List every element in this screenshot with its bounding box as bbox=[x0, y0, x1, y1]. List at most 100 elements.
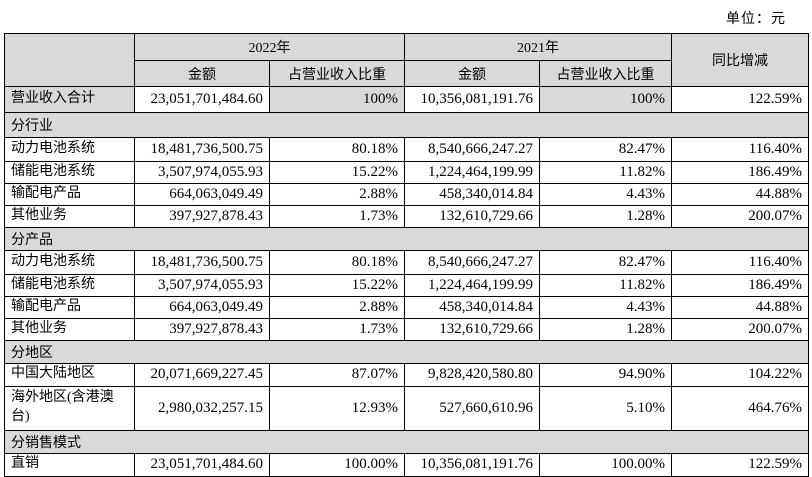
yoy-change-cell: 200.07% bbox=[671, 317, 809, 341]
header-amount-2021: 金额 bbox=[404, 60, 540, 87]
amount-2022-cell: 23,051,701,484.60 bbox=[134, 86, 270, 113]
yoy-change-cell: 44.88% bbox=[671, 183, 809, 206]
section-label: 分销售模式 bbox=[4, 429, 809, 454]
row-label-cell: 其他业务 bbox=[4, 205, 135, 228]
row-label-cell: 直销 bbox=[4, 452, 135, 477]
amount-2021-cell: 1,224,464,199.99 bbox=[404, 273, 540, 297]
row-label-cell: 中国大陆地区 bbox=[4, 362, 135, 387]
revenue-breakdown-table: 2022年 2021年 同比增减 金额 占营业收入比重 金额 占营业收入比重 营… bbox=[4, 33, 809, 477]
section-label: 分产品 bbox=[4, 226, 809, 251]
amount-2022-cell: 664,063,049.49 bbox=[134, 295, 270, 319]
header-corner-cell bbox=[4, 33, 135, 87]
row-label-cell: 海外地区(含港澳台) bbox=[4, 385, 135, 431]
section-label: 分地区 bbox=[4, 339, 809, 364]
ratio-2021-cell: 4.43% bbox=[539, 183, 672, 206]
header-ratio-2021: 占营业收入比重 bbox=[539, 60, 672, 87]
ratio-2021-cell: 94.90% bbox=[539, 362, 672, 387]
ratio-2022-cell: 100.00% bbox=[269, 452, 405, 477]
row-label-cell: 储能电池系统 bbox=[4, 273, 135, 297]
header-row-subcolumns: 金额 占营业收入比重 金额 占营业收入比重 bbox=[5, 60, 809, 87]
amount-2021-cell: 10,356,081,191.76 bbox=[404, 452, 540, 477]
row-label-cell: 输配电产品 bbox=[4, 183, 135, 206]
yoy-change-cell: 44.88% bbox=[671, 295, 809, 319]
amount-2022-cell: 18,481,736,500.75 bbox=[134, 137, 270, 162]
amount-2021-cell: 527,660,610.96 bbox=[404, 385, 540, 431]
amount-2021-cell: 8,540,666,247.27 bbox=[404, 249, 540, 275]
yoy-change-cell: 200.07% bbox=[671, 205, 809, 228]
data-row: 动力电池系统 18,481,736,500.75 80.18% 8,540,666,2… bbox=[4, 249, 809, 275]
header-row-years: 2022年 2021年 同比增减 bbox=[4, 33, 809, 87]
header-ratio-2022: 占营业收入比重 bbox=[269, 60, 405, 87]
yoy-change-cell: 122.59% bbox=[671, 452, 809, 477]
ratio-2021-cell: 1.28% bbox=[539, 317, 672, 341]
amount-2021-cell: 132,610,729.66 bbox=[404, 317, 540, 341]
row-label-cell: 储能电池系统 bbox=[4, 161, 135, 184]
data-row: 输配电产品 664,063,049.49 2.88% 458,340,014.84 4.… bbox=[4, 183, 809, 206]
amount-2021-cell: 132,610,729.66 bbox=[404, 205, 540, 228]
yoy-change-cell: 122.59% bbox=[671, 86, 809, 113]
yoy-change-cell: 186.49% bbox=[671, 273, 809, 297]
section-row: 分地区 bbox=[4, 339, 809, 364]
ratio-2021-cell: 11.82% bbox=[539, 161, 672, 184]
row-label-cell: 动力电池系统 bbox=[4, 137, 135, 162]
section-row: 分行业 bbox=[4, 112, 809, 138]
section-row: 分产品 bbox=[4, 226, 809, 251]
ratio-2021-cell: 82.47% bbox=[539, 137, 672, 162]
ratio-2022-cell: 2.88% bbox=[269, 183, 405, 206]
ratio-2021-cell: 100.00% bbox=[539, 452, 672, 477]
yoy-change-cell: 464.76% bbox=[671, 385, 809, 431]
amount-2022-cell: 3,507,974,055.93 bbox=[134, 273, 270, 297]
data-row: 其他业务 397,927,878.43 1.73% 132,610,729.66 1.2… bbox=[4, 317, 809, 341]
amount-2022-cell: 2,980,032,257.15 bbox=[134, 385, 270, 431]
data-row: 输配电产品 664,063,049.49 2.88% 458,340,014.84 4.… bbox=[4, 295, 809, 319]
ratio-2022-cell: 100% bbox=[269, 86, 405, 113]
section-row: 分销售模式 bbox=[4, 429, 809, 454]
row-label-cell: 营业收入合计 bbox=[4, 86, 135, 113]
amount-2022-cell: 664,063,049.49 bbox=[134, 183, 270, 206]
yoy-change-cell: 186.49% bbox=[671, 161, 809, 184]
ratio-2022-cell: 87.07% bbox=[269, 362, 405, 387]
ratio-2022-cell: 15.22% bbox=[269, 273, 405, 297]
amount-2022-cell: 397,927,878.43 bbox=[134, 317, 270, 341]
amount-2021-cell: 1,224,464,199.99 bbox=[404, 161, 540, 184]
header-year-2021: 2021年 bbox=[404, 33, 672, 61]
header-amount-2022: 金额 bbox=[134, 60, 270, 87]
row-label-cell: 输配电产品 bbox=[4, 295, 135, 319]
total-row: 营业收入合计 23,051,701,484.60 100% 10,356,081,19… bbox=[4, 86, 809, 113]
ratio-2022-cell: 80.18% bbox=[269, 137, 405, 162]
amount-2022-cell: 23,051,701,484.60 bbox=[134, 452, 270, 477]
header-year-2022: 2022年 bbox=[134, 33, 405, 61]
ratio-2021-cell: 4.43% bbox=[539, 295, 672, 319]
data-row: 中国大陆地区 20,071,669,227.45 87.07% 9,828,420,5… bbox=[4, 362, 809, 387]
ratio-2021-cell: 1.28% bbox=[539, 205, 672, 228]
data-row: 海外地区(含港澳台) 2,980,032,257.15 12.93% 527,660,… bbox=[4, 385, 809, 431]
amount-2021-cell: 10,356,081,191.76 bbox=[404, 86, 540, 113]
ratio-2021-cell: 5.10% bbox=[539, 385, 672, 431]
section-label: 分行业 bbox=[4, 112, 809, 138]
data-row: 储能电池系统 3,507,974,055.93 15.22% 1,224,464,19… bbox=[4, 273, 809, 297]
data-row: 其他业务 397,927,878.43 1.73% 132,610,729.66 1.2… bbox=[4, 205, 809, 228]
header-yoy: 同比增减 bbox=[671, 33, 809, 87]
amount-2021-cell: 8,540,666,247.27 bbox=[404, 137, 540, 162]
table-body: 营业收入合计 23,051,701,484.60 100% 10,356,081,19… bbox=[4, 86, 809, 477]
row-label-cell: 动力电池系统 bbox=[4, 249, 135, 275]
table-header: 2022年 2021年 同比增减 金额 占营业收入比重 金额 占营业收入比重 bbox=[4, 33, 809, 87]
yoy-change-cell: 116.40% bbox=[671, 137, 809, 162]
ratio-2022-cell: 80.18% bbox=[269, 249, 405, 275]
ratio-2022-cell: 1.73% bbox=[269, 317, 405, 341]
data-row: 动力电池系统 18,481,736,500.75 80.18% 8,540,666,2… bbox=[4, 137, 809, 162]
yoy-change-cell: 116.40% bbox=[671, 249, 809, 275]
amount-2022-cell: 3,507,974,055.93 bbox=[134, 161, 270, 184]
ratio-2021-cell: 82.47% bbox=[539, 249, 672, 275]
ratio-2022-cell: 1.73% bbox=[269, 205, 405, 228]
ratio-2021-cell: 100% bbox=[539, 86, 672, 113]
ratio-2022-cell: 2.88% bbox=[269, 295, 405, 319]
data-row: 储能电池系统 3,507,974,055.93 15.22% 1,224,464,19… bbox=[4, 161, 809, 184]
ratio-2022-cell: 12.93% bbox=[269, 385, 405, 431]
amount-2022-cell: 20,071,669,227.45 bbox=[134, 362, 270, 387]
amount-2021-cell: 458,340,014.84 bbox=[404, 183, 540, 206]
amount-2022-cell: 18,481,736,500.75 bbox=[134, 249, 270, 275]
row-label-cell: 其他业务 bbox=[4, 317, 135, 341]
amount-2021-cell: 458,340,014.84 bbox=[404, 295, 540, 319]
amount-2021-cell: 9,828,420,580.80 bbox=[404, 362, 540, 387]
